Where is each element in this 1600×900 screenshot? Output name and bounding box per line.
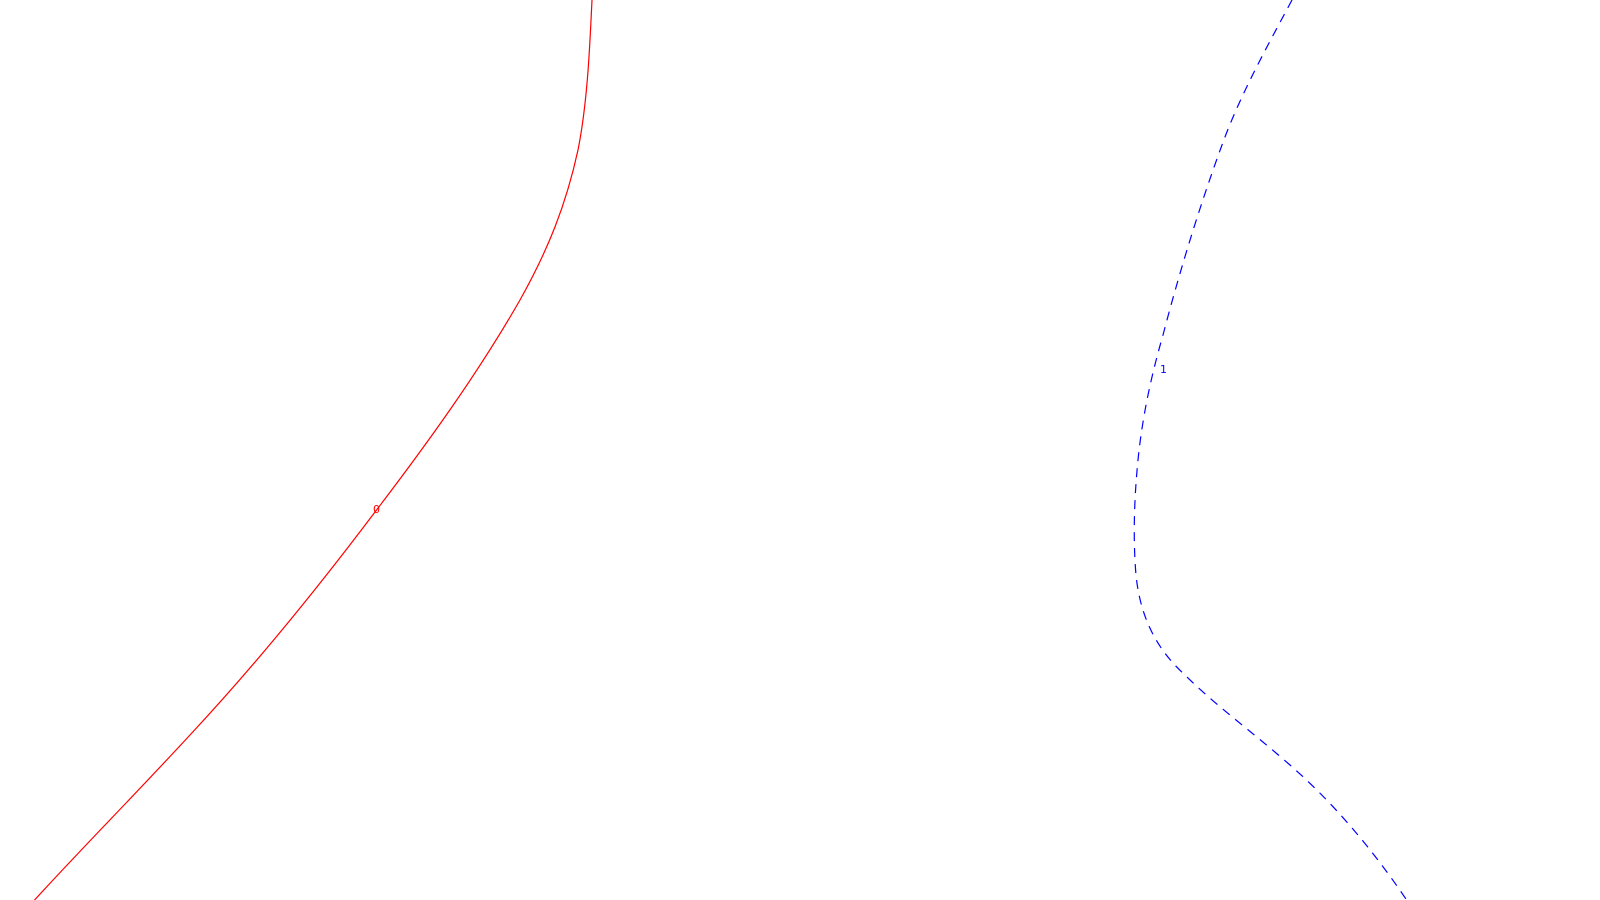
curve-1-group: 1	[1133, 0, 1408, 900]
curve-1	[1133, 0, 1408, 900]
curve-0-label: 0	[373, 503, 380, 516]
curve-1-label: 1	[1160, 363, 1167, 376]
curve-0-group: 0	[33, 0, 593, 900]
curve-0	[33, 0, 593, 900]
